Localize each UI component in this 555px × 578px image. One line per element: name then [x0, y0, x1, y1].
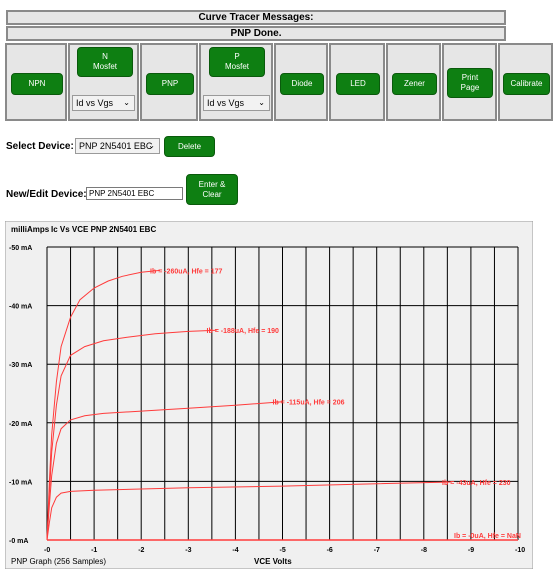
x-axis-label: VCE Volts	[254, 557, 292, 566]
x-tick-label: -3	[185, 547, 191, 554]
device-select-value: PNP 2N5401 EBC	[79, 141, 153, 151]
chart-footer: PNP Graph (256 Samples)	[11, 557, 106, 566]
print-cell: Print Page	[442, 43, 497, 121]
pnp-cell: PNP	[140, 43, 198, 121]
chart-background	[5, 221, 533, 569]
x-tick-label: -0	[44, 547, 50, 554]
x-tick-label: -2	[138, 547, 144, 554]
chart-unit-label: milliAmps	[11, 225, 50, 234]
y-tick-label: -30 mA	[9, 362, 32, 369]
pmosfet-mode-select[interactable]: Id vs Vgs ⌄	[203, 95, 270, 111]
calibrate-cell: Calibrate	[498, 43, 553, 121]
series-label: Ib = -0uA, Hfe = NaN	[454, 533, 521, 540]
zener-cell: Zener	[386, 43, 441, 121]
curve-chart: milliAmps Ic Vs VCE PNP 2N5401 EBC -50 m…	[5, 221, 533, 569]
series-label: Ib = -188uA, Hfe = 190	[207, 328, 279, 335]
x-tick-label: -7	[374, 547, 380, 554]
diode-button[interactable]: Diode	[280, 73, 324, 95]
device-select[interactable]: PNP 2N5401 EBC ⌄	[75, 138, 160, 154]
x-tick-label: -1	[91, 547, 97, 554]
x-tick-label: -9	[468, 547, 474, 554]
device-name-input[interactable]: PNP 2N5401 EBC	[86, 187, 183, 200]
y-tick-label: -10 mA	[9, 479, 32, 486]
x-tick-label: -4	[232, 547, 238, 554]
x-tick-label: -5	[280, 547, 286, 554]
npn-cell: NPN	[5, 43, 67, 121]
select-device-label: Select Device:	[6, 141, 74, 152]
pmosfet-button[interactable]: P Mosfet	[209, 47, 265, 77]
series-curve	[46, 329, 217, 541]
y-tick-label: -0 mA	[9, 538, 28, 545]
series-label: Ib = -115uA, Hfe = 206	[273, 400, 345, 407]
pmosfet-mode-value: Id vs Vgs	[207, 98, 245, 108]
calibrate-button[interactable]: Calibrate	[503, 73, 550, 95]
device-type-toolbar: NPN N Mosfet Id vs Vgs ⌄ PNP P Mosfet Id…	[5, 43, 553, 121]
led-button[interactable]: LED	[336, 73, 380, 95]
x-tick-label: -8	[421, 547, 427, 554]
y-tick-label: -20 mA	[9, 421, 32, 428]
series-curve	[46, 269, 161, 541]
plot-area: -50 mA -40 mA -30 mA -20 mA -10 mA -0 mA -0 -1 -…	[9, 245, 525, 554]
series-label: Ib = -43uA, Hfe = 230	[442, 480, 511, 487]
zener-button[interactable]: Zener	[392, 73, 437, 95]
diode-cell: Diode	[274, 43, 328, 121]
pnp-button[interactable]: PNP	[146, 73, 194, 95]
messages-title: Curve Tracer Messages:	[6, 10, 506, 25]
chevron-down-icon: ⌄	[123, 98, 130, 107]
nmosfet-mode-select[interactable]: Id vs Vgs ⌄	[72, 95, 135, 111]
pmosfet-cell: P Mosfet Id vs Vgs ⌄	[199, 43, 273, 121]
new-edit-device-label: New/Edit Device:	[6, 189, 87, 200]
chevron-down-icon: ⌄	[258, 98, 265, 107]
nmosfet-cell: N Mosfet Id vs Vgs ⌄	[68, 43, 139, 121]
status-message: PNP Done.	[6, 26, 506, 41]
chevron-down-icon: ⌄	[148, 141, 155, 150]
npn-button[interactable]: NPN	[11, 73, 63, 95]
series-curve	[46, 481, 453, 541]
print-page-button[interactable]: Print Page	[447, 68, 493, 98]
y-tick-label: -50 mA	[9, 245, 32, 252]
nmosfet-mode-value: Id vs Vgs	[76, 98, 114, 108]
nmosfet-button[interactable]: N Mosfet	[77, 47, 133, 77]
x-tick-label: -6	[327, 547, 333, 554]
delete-button[interactable]: Delete	[164, 136, 215, 157]
y-tick-label: -40 mA	[9, 304, 32, 311]
enter-clear-button[interactable]: Enter & Clear	[186, 174, 238, 205]
series-label: Ib = -260uA, Hfe = 177	[150, 268, 222, 275]
chart-title: Ic Vs VCE PNP 2N5401 EBC	[51, 225, 156, 234]
series-curve	[46, 401, 283, 541]
led-cell: LED	[329, 43, 385, 121]
x-tick-label: -10	[515, 547, 525, 554]
